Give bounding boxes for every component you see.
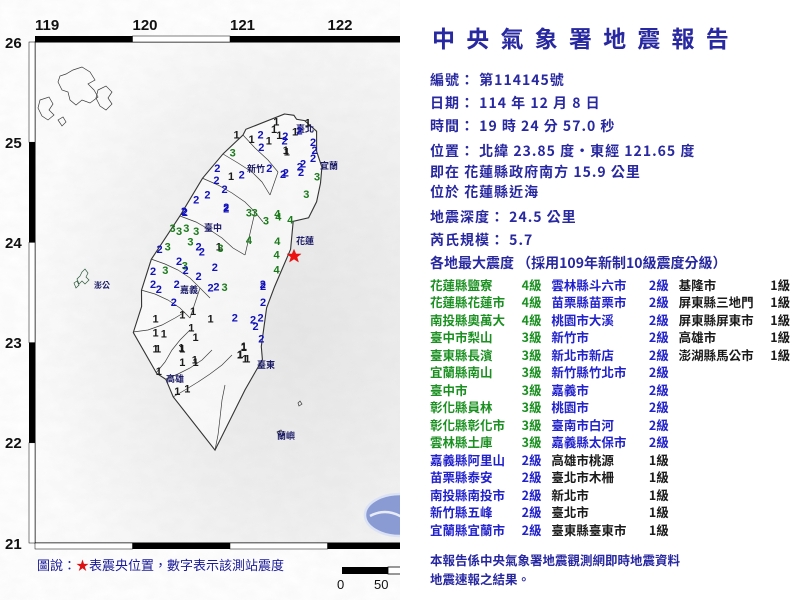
svg-text:1: 1	[179, 309, 185, 321]
svg-text:1: 1	[266, 136, 272, 148]
svg-text:2: 2	[199, 247, 205, 259]
svg-text:2: 2	[297, 126, 303, 138]
svg-text:2: 2	[174, 279, 180, 291]
svg-text:1: 1	[193, 357, 199, 369]
svg-text:新竹: 新竹	[247, 162, 265, 175]
svg-text:2: 2	[208, 283, 214, 295]
svg-text:121: 121	[230, 17, 255, 34]
svg-text:花蓮: 花蓮	[296, 234, 314, 247]
svg-text:2: 2	[266, 163, 272, 175]
svg-text:1: 1	[179, 357, 185, 369]
svg-text:1: 1	[153, 328, 159, 340]
svg-text:0: 0	[337, 577, 344, 592]
svg-text:2: 2	[212, 262, 218, 274]
svg-text:2: 2	[298, 167, 304, 179]
svg-text:4: 4	[274, 250, 281, 262]
svg-text:2: 2	[222, 184, 228, 196]
svg-text:3: 3	[187, 237, 193, 249]
svg-text:4: 4	[274, 236, 281, 248]
svg-text:1: 1	[249, 134, 255, 146]
svg-text:2: 2	[183, 265, 189, 277]
svg-text:3: 3	[193, 226, 199, 238]
svg-text:2: 2	[156, 284, 162, 296]
svg-text:119: 119	[35, 17, 59, 34]
svg-text:高雄: 高雄	[166, 372, 184, 385]
svg-text:1: 1	[234, 130, 240, 142]
svg-text:2: 2	[260, 281, 266, 293]
svg-text:50: 50	[374, 577, 388, 592]
svg-text:2: 2	[150, 266, 156, 278]
svg-text:2: 2	[258, 142, 264, 154]
svg-text:2: 2	[258, 313, 264, 325]
svg-text:2: 2	[283, 168, 289, 180]
svg-text:3: 3	[170, 223, 176, 235]
svg-text:2: 2	[232, 313, 238, 325]
svg-text:25: 25	[5, 135, 22, 152]
svg-text:2: 2	[213, 175, 219, 187]
svg-text:1: 1	[156, 366, 162, 378]
svg-text:嘉義: 嘉義	[180, 283, 198, 296]
svg-text:1: 1	[208, 314, 214, 326]
svg-text:1: 1	[161, 329, 167, 341]
svg-text:3: 3	[263, 216, 269, 228]
svg-text:蘭嶼: 蘭嶼	[277, 429, 295, 442]
svg-text:3: 3	[162, 265, 168, 277]
svg-text:臺東: 臺東	[257, 358, 275, 371]
svg-text:24: 24	[5, 235, 22, 252]
svg-text:2: 2	[171, 297, 177, 309]
svg-text:1: 1	[193, 332, 199, 344]
svg-text:120: 120	[133, 17, 158, 34]
svg-text:1: 1	[179, 344, 185, 356]
svg-text:2: 2	[204, 190, 210, 202]
svg-text:1: 1	[155, 344, 161, 356]
svg-text:2: 2	[214, 163, 220, 175]
svg-text:4: 4	[246, 235, 253, 247]
svg-text:3: 3	[183, 223, 189, 235]
svg-text:3: 3	[165, 242, 171, 254]
svg-text:宜蘭: 宜蘭	[320, 159, 338, 172]
svg-text:2: 2	[193, 195, 199, 207]
svg-text:1: 1	[174, 386, 180, 398]
svg-text:3: 3	[252, 208, 258, 220]
svg-text:1: 1	[190, 306, 196, 318]
svg-text:3: 3	[314, 172, 320, 184]
svg-text:2: 2	[239, 169, 245, 181]
svg-text:2: 2	[310, 153, 316, 165]
svg-text:圖說：★表震央位置，數字表示該測站震度: 圖說：★表震央位置，數字表示該測站震度	[37, 555, 284, 574]
svg-text:2: 2	[223, 203, 229, 215]
svg-text:4: 4	[274, 208, 281, 220]
svg-text:122: 122	[328, 17, 353, 34]
svg-text:4: 4	[274, 264, 281, 276]
svg-text:澎公: 澎公	[94, 280, 110, 291]
svg-text:1: 1	[153, 314, 159, 326]
svg-text:2: 2	[258, 334, 264, 346]
svg-text:22: 22	[5, 435, 22, 452]
svg-text:3: 3	[217, 243, 223, 255]
svg-text:2: 2	[196, 271, 202, 283]
svg-text:23: 23	[5, 335, 22, 352]
svg-text:21: 21	[5, 536, 22, 553]
svg-text:4: 4	[287, 214, 294, 226]
svg-text:1: 1	[242, 354, 248, 366]
svg-text:1: 1	[305, 118, 311, 130]
svg-text:2: 2	[213, 281, 219, 293]
svg-text:1: 1	[228, 171, 234, 183]
svg-text:3: 3	[222, 282, 228, 294]
svg-text:1: 1	[283, 145, 289, 157]
svg-text:2: 2	[258, 130, 264, 142]
svg-text:臺中: 臺中	[204, 221, 222, 234]
svg-text:3: 3	[303, 189, 309, 201]
svg-text:2: 2	[181, 206, 187, 218]
svg-text:2: 2	[157, 244, 163, 256]
svg-text:3: 3	[230, 148, 236, 160]
svg-text:26: 26	[5, 35, 22, 52]
svg-text:2: 2	[260, 297, 266, 309]
svg-text:1: 1	[184, 384, 190, 396]
svg-text:3: 3	[176, 226, 182, 238]
